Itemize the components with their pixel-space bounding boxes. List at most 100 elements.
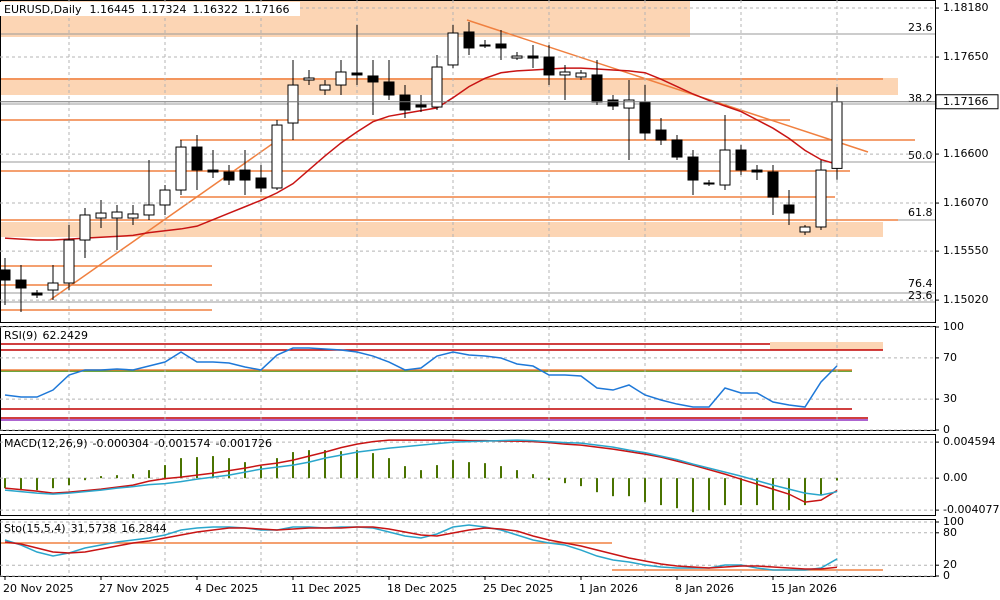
candle-body bbox=[687, 156, 699, 181]
histogram-bar bbox=[644, 478, 646, 503]
x-tick-label: 25 Dec 2025 bbox=[483, 582, 553, 595]
candle-body bbox=[607, 99, 619, 107]
candle-body bbox=[767, 171, 779, 198]
candle-body bbox=[591, 74, 603, 103]
candle-body bbox=[159, 189, 171, 206]
histogram-bar bbox=[436, 465, 438, 479]
histogram-bar bbox=[84, 478, 86, 481]
histogram-bar bbox=[548, 478, 550, 481]
x-tick-label: 8 Jan 2026 bbox=[675, 582, 734, 595]
indicator-value: -0.000304 bbox=[93, 437, 149, 450]
x-tick-label: 27 Nov 2025 bbox=[99, 582, 169, 595]
candle-body bbox=[111, 211, 123, 219]
indicator-value: 31.5738 bbox=[71, 522, 117, 535]
histogram-bar bbox=[468, 462, 470, 479]
panel-border bbox=[0, 0, 936, 323]
candle-body bbox=[271, 124, 283, 189]
histogram-bar bbox=[452, 460, 454, 479]
histogram-bar bbox=[708, 478, 710, 511]
histogram-bar bbox=[244, 462, 246, 479]
y-tick-label: 1.15550 bbox=[943, 244, 989, 257]
candle-body bbox=[623, 99, 635, 109]
candle-body bbox=[255, 177, 267, 189]
y-tick-label: 0 bbox=[943, 569, 950, 582]
histogram-bar bbox=[4, 478, 6, 489]
header: Sto(15,5,4) 31.5738 16.2844 bbox=[4, 522, 167, 535]
histogram-bar bbox=[52, 478, 54, 489]
indicator-title: Sto(15,5,4) bbox=[4, 522, 66, 535]
histogram-bar bbox=[356, 450, 358, 479]
y-tick-label: 1.16600 bbox=[943, 147, 989, 160]
histogram-bar bbox=[612, 478, 614, 497]
histogram-bar bbox=[100, 476, 102, 479]
indicator-value: -0.001574 bbox=[154, 437, 210, 450]
y-tick-label: 20 bbox=[943, 558, 957, 571]
histogram-bar bbox=[132, 474, 134, 479]
candle-body bbox=[527, 55, 539, 59]
histogram-bar bbox=[164, 465, 166, 479]
candle-body bbox=[0, 269, 11, 281]
y-tick-label: 0.004594 bbox=[943, 435, 996, 448]
histogram-bar bbox=[196, 457, 198, 479]
price-box bbox=[935, 94, 999, 110]
candle-body bbox=[399, 94, 411, 111]
zone bbox=[770, 342, 883, 350]
candle-body bbox=[287, 84, 299, 124]
histogram-bar bbox=[404, 466, 406, 479]
candle-body bbox=[783, 204, 795, 214]
candle-body bbox=[639, 101, 651, 134]
histogram-bar bbox=[148, 470, 150, 479]
histogram-bar bbox=[372, 453, 374, 479]
histogram-bar bbox=[756, 478, 758, 506]
histogram-bar bbox=[420, 470, 422, 479]
series-line bbox=[4, 439, 838, 503]
candle-body bbox=[223, 171, 235, 181]
x-tick-label: 11 Dec 2025 bbox=[291, 582, 361, 595]
histogram-bar bbox=[20, 478, 22, 491]
histogram-bar bbox=[500, 466, 502, 479]
candle-body bbox=[479, 44, 491, 47]
sto-levels bbox=[0, 542, 883, 571]
histogram-bar bbox=[692, 478, 694, 513]
histogram-bar bbox=[308, 450, 310, 479]
histogram-bar bbox=[516, 470, 518, 479]
candle-body bbox=[495, 43, 507, 49]
candle-body bbox=[79, 214, 91, 241]
fib-labels: 23.6 38.2 50.0 61.8 76.4 23.6 bbox=[908, 21, 933, 302]
x-tick-label: 18 Dec 2025 bbox=[387, 582, 457, 595]
candle-body bbox=[719, 149, 731, 186]
candle-body bbox=[511, 55, 523, 59]
zone bbox=[0, 222, 883, 237]
candle-body bbox=[815, 169, 827, 228]
histogram-bar bbox=[36, 478, 38, 491]
histogram-bar bbox=[740, 478, 742, 506]
candle-body bbox=[431, 66, 443, 108]
histogram-bar bbox=[724, 478, 726, 506]
candle-body bbox=[175, 146, 187, 191]
candle-body bbox=[463, 31, 475, 49]
current-price-label: 1.17166 bbox=[943, 95, 989, 108]
y-tick-label: 100 bbox=[943, 515, 964, 528]
fib-label: 50.0 bbox=[908, 149, 933, 162]
candle-body bbox=[319, 84, 331, 91]
x-tick-label: 20 Nov 2025 bbox=[3, 582, 73, 595]
y-tick-label: 30 bbox=[943, 392, 957, 405]
histogram-bar bbox=[116, 475, 118, 479]
candle-body bbox=[415, 104, 427, 108]
header: MACD(12,26,9) -0.000304 -0.001574 -0.001726 bbox=[4, 437, 272, 450]
histogram-bar bbox=[276, 458, 278, 479]
candle-body bbox=[575, 72, 587, 78]
histogram-bar bbox=[676, 478, 678, 509]
candle-body bbox=[47, 282, 59, 291]
candle-body bbox=[671, 139, 683, 158]
fib-label: 23.6 bbox=[908, 289, 933, 302]
series-line bbox=[4, 347, 838, 408]
histogram-bar bbox=[564, 478, 566, 484]
histogram-bar bbox=[772, 478, 774, 511]
candle-body bbox=[655, 129, 667, 141]
histogram-bar bbox=[596, 478, 598, 493]
candle-body bbox=[303, 77, 315, 81]
open-value: 1.16445 bbox=[89, 3, 135, 16]
indicator-value: 62.2429 bbox=[42, 329, 88, 342]
header: EURUSD,Daily 1.16445 1.17324 1.16322 1.17166 bbox=[4, 3, 289, 16]
